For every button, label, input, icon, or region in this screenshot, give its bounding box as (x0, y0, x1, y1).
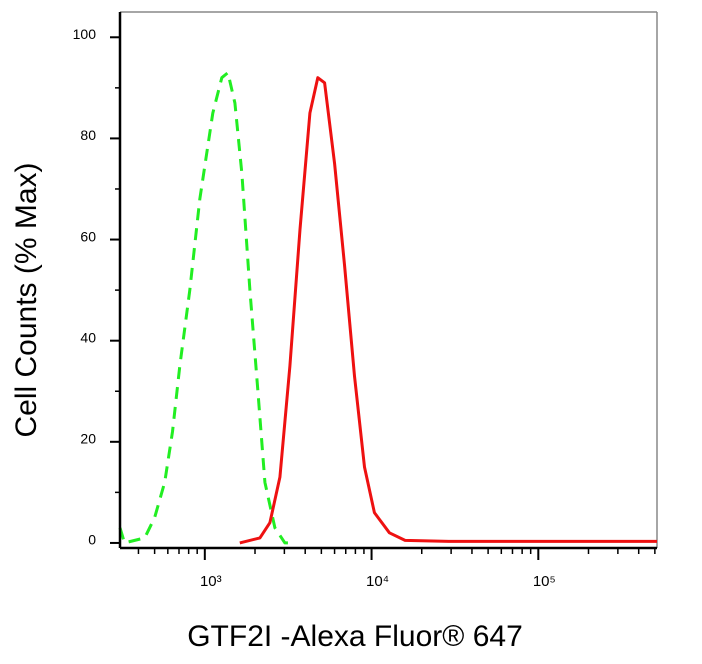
y-tick-label: 20 (80, 431, 96, 447)
series-line (239, 76, 657, 545)
x-tick-label: 10⁵ (533, 573, 556, 590)
x-axis-label: GTF2I -Alexa Fluor® 647 (187, 620, 523, 653)
y-axis-label: Cell Counts (% Max) (10, 162, 43, 437)
series-line (118, 71, 296, 545)
x-tick-label: 10³ (200, 573, 222, 590)
y-tick-label: 60 (80, 228, 96, 244)
y-tick-label: 100 (73, 26, 97, 42)
y-tick-label: 40 (80, 329, 96, 345)
y-tick-label: 0 (88, 532, 96, 548)
x-tick-label: 10⁴ (366, 573, 389, 590)
y-tick-label: 80 (80, 127, 96, 143)
